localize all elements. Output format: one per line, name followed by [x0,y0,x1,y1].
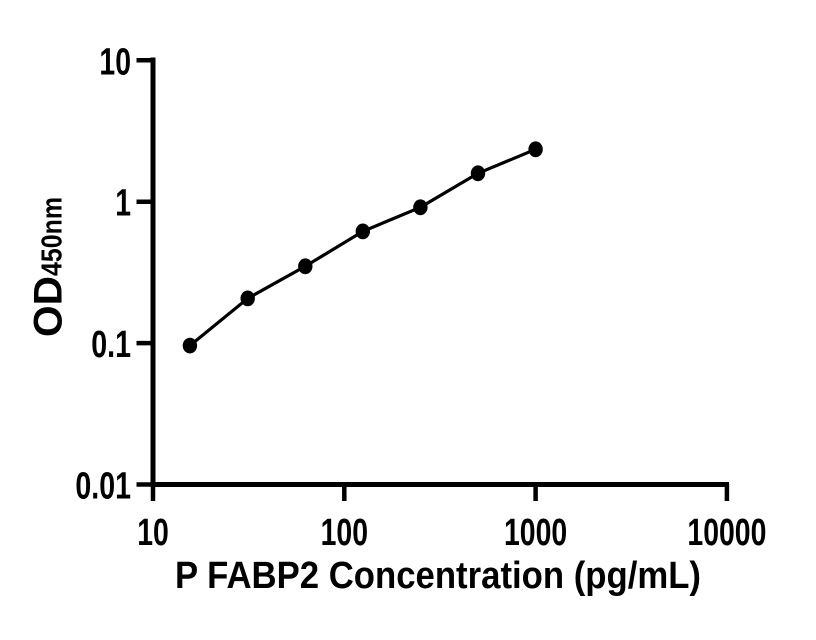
axis-lines [150,57,729,487]
data-point-marker [413,199,428,216]
y-axis-tick-label: 0.1 [91,324,131,366]
y-axis-title-sub: 450nm [37,197,69,276]
y-axis-title-main: OD [27,276,71,337]
y-axis-tick-label: 10 [99,41,131,83]
y-axis-tick-label: 1 [115,183,131,225]
x-axis-tick-label: 100 [321,512,368,554]
standard-curve-line [188,147,537,347]
x-axis-tick-label: 10000 [687,512,766,554]
y-axis-title: OD450nm [27,197,71,337]
x-axis-tick-label: 1000 [504,512,567,554]
data-point-marker [470,165,486,182]
data-point-marker [528,141,543,158]
data-point-marker [182,337,198,354]
data-point-marker [355,223,370,240]
y-axis-tick-label: 0.01 [75,466,131,508]
data-point-marker [240,290,255,307]
data-point-marker [298,258,313,275]
x-axis-title: P FABP2 Concentration (pg/mL) [175,555,701,597]
x-axis-tick-label: 10 [137,512,169,554]
